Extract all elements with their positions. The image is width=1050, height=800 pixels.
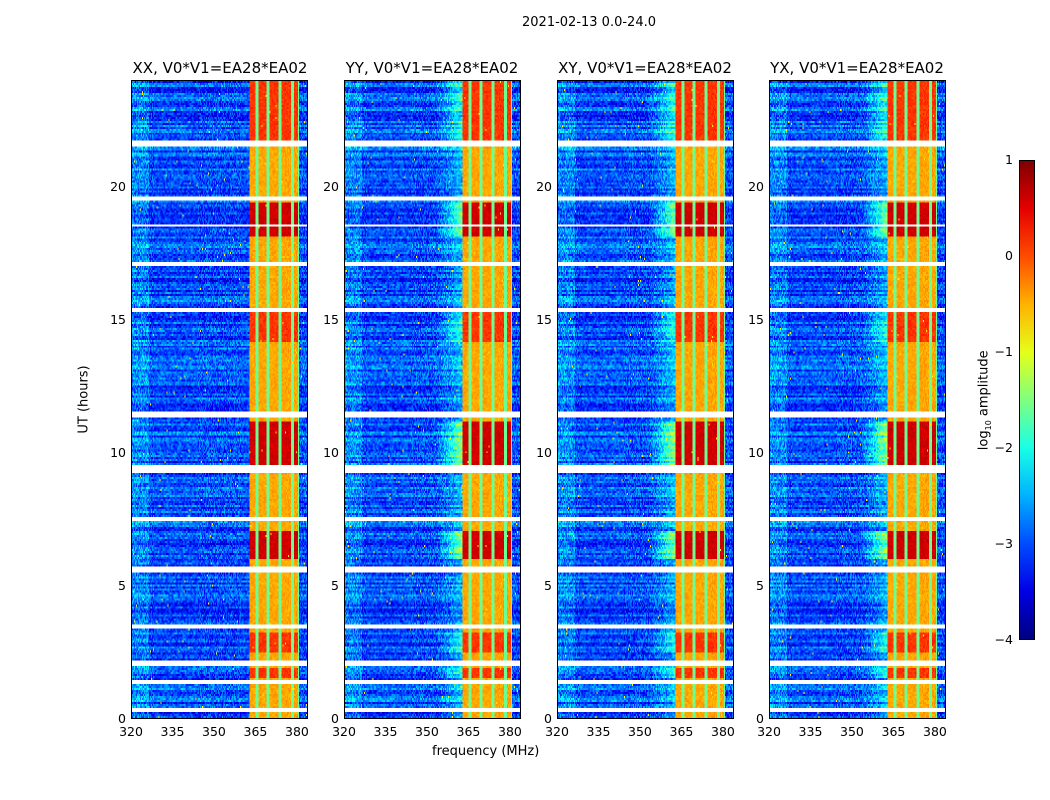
panel-title-yy: YY, V0*V1=EA28*EA02 [345, 59, 519, 77]
y-tick-label: 0 [118, 711, 126, 726]
y-tick-label: 20 [323, 178, 339, 194]
y-tick-label: 15 [748, 311, 764, 327]
y-tick-label: 15 [536, 311, 552, 327]
y-tick-label: 20 [536, 178, 552, 194]
x-tick-label: 350 [415, 724, 439, 739]
x-tick-label: 320 [545, 724, 569, 739]
y-tick-label: 20 [748, 178, 764, 194]
x-tick-label: 350 [202, 724, 226, 739]
panel-title-xy: XY, V0*V1=EA28*EA02 [558, 59, 732, 77]
heatmap-xx [132, 81, 307, 718]
colorbar-tick-label: −2 [994, 440, 1013, 455]
heatmap-panel-yy [344, 80, 521, 719]
colorbar-tick-label: −1 [994, 344, 1013, 359]
colorbar-label-rest: amplitude [976, 350, 992, 421]
x-tick-label: 350 [628, 724, 652, 739]
y-tick-label: 10 [536, 444, 552, 460]
heatmap-panel-yx [769, 80, 946, 719]
colorbar-tick-label: −4 [994, 632, 1013, 647]
y-tick-label: 10 [323, 444, 339, 460]
x-tick-label: 335 [373, 724, 398, 739]
y-tick-label: 10 [110, 444, 126, 460]
x-tick-label: 320 [757, 724, 781, 739]
colorbar-label-sub: 10 [984, 420, 994, 431]
colorbar-tick-label: −3 [994, 536, 1013, 551]
panel-title-xx: XX, V0*V1=EA28*EA02 [132, 59, 308, 77]
x-tick-label: 380 [923, 724, 947, 739]
x-tick-label: 365 [243, 724, 268, 739]
x-tick-label: 335 [798, 724, 823, 739]
colorbar-tick-label: 0 [1005, 248, 1013, 263]
x-tick-label: 320 [332, 724, 356, 739]
x-axis-label: frequency (MHz) [432, 744, 540, 759]
panel-title-yx: YX, V0*V1=EA28*EA02 [770, 59, 944, 77]
colorbar-label: log10 amplitude [977, 350, 994, 450]
x-tick-label: 335 [586, 724, 611, 739]
y-tick-label: 5 [756, 577, 764, 593]
y-tick-label: 0 [544, 711, 552, 726]
x-tick-label: 365 [669, 724, 694, 739]
figure-title: 2021-02-13 0.0-24.0 [522, 15, 656, 30]
y-tick-label: 5 [118, 577, 126, 593]
y-axis-label: UT (hours) [76, 365, 92, 434]
y-tick-label: 0 [331, 711, 339, 726]
y-tick-label: 15 [110, 311, 126, 327]
x-tick-label: 365 [881, 724, 906, 739]
heatmap-yx [770, 81, 945, 718]
y-tick-label: 0 [756, 711, 764, 726]
heatmap-panel-xy [557, 80, 734, 719]
y-tick-label: 10 [748, 444, 764, 460]
x-tick-label: 365 [456, 724, 481, 739]
x-tick-label: 320 [119, 724, 143, 739]
x-tick-label: 380 [711, 724, 735, 739]
heatmap-panel-xx [131, 80, 308, 719]
x-tick-label: 350 [840, 724, 864, 739]
x-tick-label: 380 [498, 724, 522, 739]
colorbar [1019, 160, 1035, 640]
colorbar-tick-label: 1 [1005, 152, 1013, 167]
heatmap-yy [345, 81, 520, 718]
x-tick-label: 380 [285, 724, 309, 739]
x-tick-label: 335 [160, 724, 185, 739]
colorbar-label-log: log [976, 430, 992, 451]
y-tick-label: 5 [331, 577, 339, 593]
y-tick-label: 15 [323, 311, 339, 327]
y-tick-label: 20 [110, 178, 126, 194]
heatmap-xy [558, 81, 733, 718]
y-tick-label: 5 [544, 577, 552, 593]
